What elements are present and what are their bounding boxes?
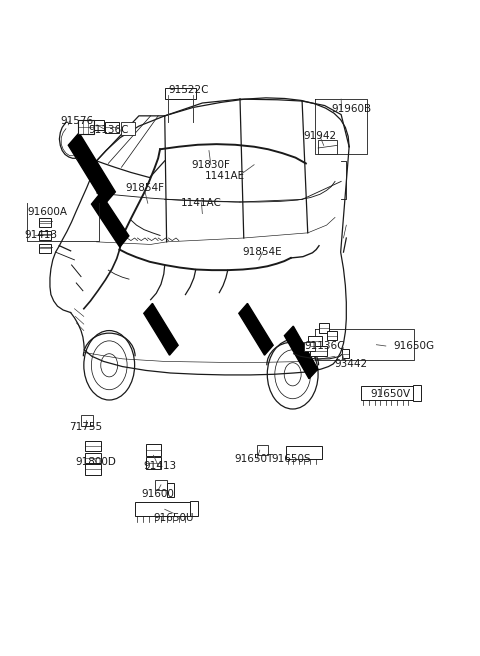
Text: 91136C: 91136C [88, 125, 129, 135]
Bar [257, 445, 268, 455]
Text: 91854E: 91854E [243, 247, 282, 257]
Text: 91942: 91942 [303, 131, 336, 142]
Bar [319, 323, 329, 333]
Text: 91830F: 91830F [192, 159, 230, 170]
Bar [106, 122, 119, 133]
Text: 91960B: 91960B [331, 104, 371, 114]
Bar [190, 501, 198, 516]
Text: 91576: 91576 [60, 116, 94, 126]
Text: 91854F: 91854F [125, 183, 165, 193]
Text: 91600A: 91600A [27, 207, 67, 217]
Bar [39, 218, 51, 227]
Bar [318, 140, 337, 154]
Bar [146, 444, 161, 456]
Bar [121, 122, 135, 135]
Text: 91650G: 91650G [394, 341, 434, 351]
Bar [156, 480, 167, 490]
Bar [78, 120, 94, 134]
Bar [134, 502, 191, 516]
Text: 91650U: 91650U [153, 513, 193, 523]
Bar [81, 415, 93, 426]
Bar [167, 483, 174, 497]
Bar [85, 464, 101, 474]
Bar [90, 119, 104, 130]
Bar [413, 384, 421, 401]
Bar [327, 331, 337, 340]
Polygon shape [68, 133, 115, 204]
Polygon shape [92, 193, 129, 247]
Bar [342, 349, 349, 358]
Text: 1141AE: 1141AE [205, 171, 245, 181]
Bar [166, 87, 196, 99]
Text: 91522C: 91522C [168, 85, 208, 95]
Text: 91413: 91413 [144, 461, 177, 470]
Text: 91800D: 91800D [76, 457, 117, 466]
Text: 91650S: 91650S [271, 454, 311, 464]
Bar [85, 441, 101, 451]
Bar [39, 244, 51, 253]
Polygon shape [144, 303, 178, 355]
Text: 91413: 91413 [24, 230, 58, 241]
Text: 71755: 71755 [69, 422, 102, 432]
Bar [39, 231, 51, 240]
Polygon shape [239, 303, 273, 355]
Text: 91136C: 91136C [304, 341, 345, 351]
Polygon shape [284, 326, 318, 379]
Bar [304, 342, 315, 350]
Bar [286, 446, 322, 459]
Text: 1141AC: 1141AC [181, 197, 222, 208]
Text: 93442: 93442 [335, 359, 368, 369]
Bar [361, 386, 414, 400]
Text: 91650T: 91650T [235, 454, 274, 464]
Text: 91650V: 91650V [371, 388, 410, 399]
Text: 91600: 91600 [142, 489, 175, 499]
Bar [85, 453, 101, 463]
Bar [308, 336, 323, 346]
Bar [146, 457, 161, 469]
Bar [310, 346, 326, 356]
